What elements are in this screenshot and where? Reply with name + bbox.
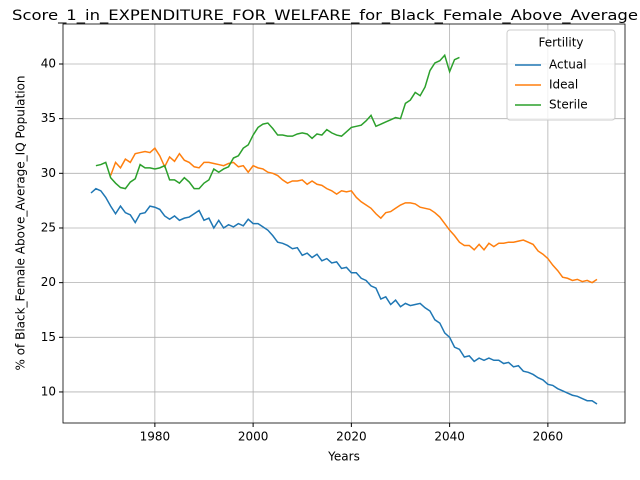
y-tick-label: 10	[41, 384, 56, 398]
plot-frame	[62, 23, 626, 424]
legend-label: Ideal	[549, 78, 578, 92]
y-tick-label: 25	[41, 220, 56, 234]
line-series	[109, 147, 598, 284]
y-tick-label: 30	[41, 166, 56, 180]
x-tick-label: 1980	[140, 430, 171, 444]
x-tick-label: 2060	[533, 430, 564, 444]
line-series	[90, 187, 598, 405]
y-tick-label: 40	[41, 57, 56, 71]
legend: Fertility Actual Ideal Sterile	[506, 29, 616, 121]
y-tick-label: 20	[41, 275, 56, 289]
line-series	[95, 53, 460, 190]
y-tick-label: 15	[41, 330, 56, 344]
legend-title: Fertility	[538, 36, 583, 50]
legend-label: Actual	[549, 58, 587, 72]
x-axis-label: Years	[327, 450, 360, 464]
legend-label: Sterile	[549, 98, 588, 112]
x-tick-label: 2040	[434, 430, 465, 444]
x-tick-label: 2000	[238, 430, 269, 444]
chart-title: Score_1_in_EXPENDITURE_FOR_WELFARE_for_B…	[12, 8, 638, 24]
legend-box	[506, 29, 616, 121]
y-axis-label: % of Black_Female Above_Average_IQ Popul…	[14, 75, 28, 370]
y-tick-label: 35	[41, 111, 56, 125]
x-tick-label: 2020	[336, 430, 367, 444]
